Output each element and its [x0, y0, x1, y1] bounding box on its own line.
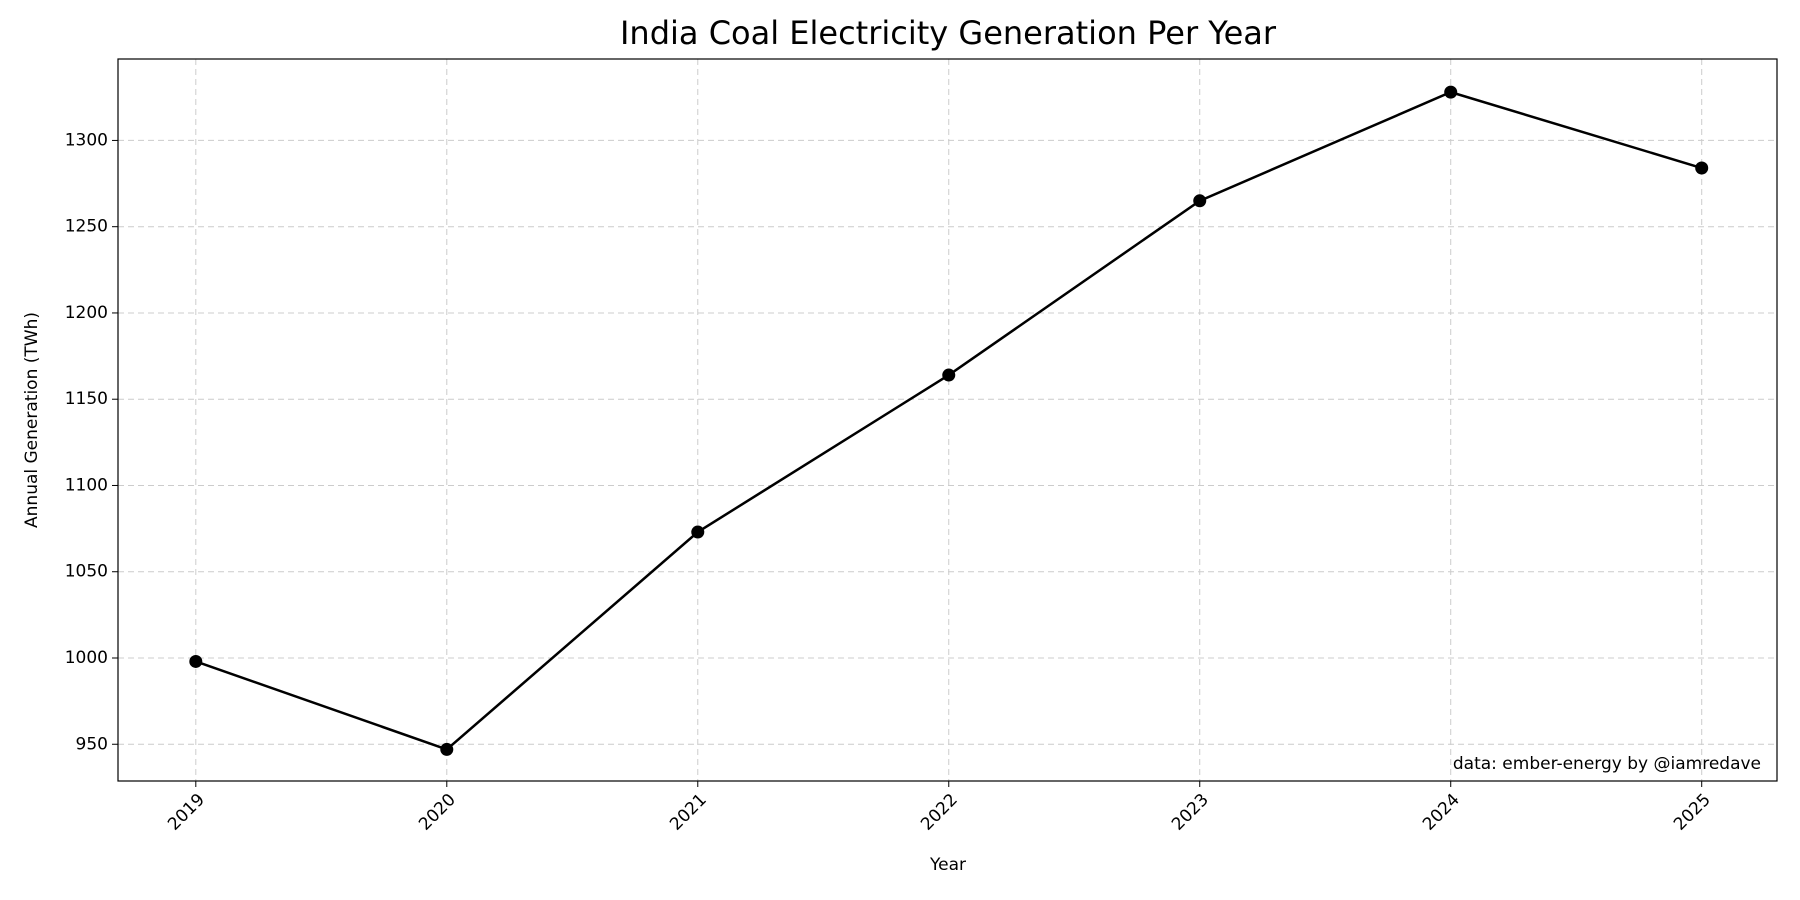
annotation: data: ember-energy by @iamredave — [1453, 754, 1761, 774]
y-tick-label: 1100 — [65, 475, 108, 495]
data-point — [1193, 194, 1207, 208]
y-tick-label: 1200 — [65, 303, 108, 323]
x-tick-label: 2020 — [415, 790, 460, 835]
plot-frame — [117, 58, 1778, 782]
data-point — [1695, 161, 1709, 175]
x-tick-label: 2022 — [917, 790, 962, 835]
x-tick-label: 2021 — [666, 790, 711, 835]
x-tick-label: 2024 — [1419, 790, 1464, 835]
x-axis-label: Year — [929, 855, 966, 875]
data-point — [189, 654, 203, 668]
y-tick-label: 1000 — [65, 648, 108, 668]
x-tick-label: 2019 — [164, 790, 209, 835]
y-tick-label: 1150 — [65, 389, 108, 409]
x-tick-label: 2025 — [1670, 790, 1715, 835]
data-point — [942, 368, 956, 382]
chart-title: India Coal Electricity Generation Per Ye… — [620, 14, 1277, 52]
data-point — [1444, 85, 1458, 99]
y-tick-label: 1250 — [65, 217, 108, 237]
data-point — [440, 742, 454, 756]
y-tick-label: 1300 — [65, 130, 108, 150]
x-tick-label: 2023 — [1168, 790, 1213, 835]
data-point — [691, 525, 705, 539]
y-tick-label: 1050 — [65, 562, 108, 582]
y-tick-label: 950 — [76, 734, 108, 754]
y-axis-label: Annual Generation (TWh) — [22, 312, 42, 528]
